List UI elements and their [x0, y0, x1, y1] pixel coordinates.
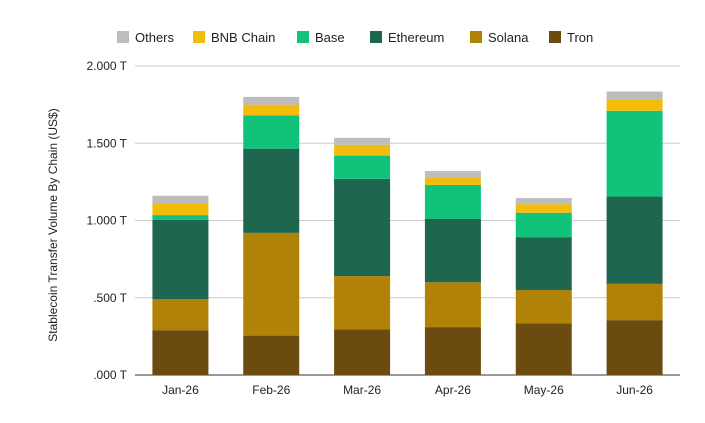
y-axis: .000 T .500 T 1.000 T 1.500 T 2.000 T [87, 59, 128, 382]
bar-segment-bnb-chain [424, 178, 481, 185]
x-tick-label: May-26 [524, 383, 564, 397]
bar-segment-solana [515, 290, 572, 324]
x-tick-label: Jun-26 [616, 383, 653, 397]
bar-segment-solana [243, 232, 300, 336]
bar-segment-base [424, 184, 481, 219]
legend-swatch [193, 31, 205, 43]
bars [152, 91, 663, 375]
bar-segment-solana [424, 282, 481, 328]
legend-label: Solana [488, 30, 529, 45]
x-axis: Jan-26 Feb-26 Mar-26 Apr-26 May-26 Jun-26 [162, 383, 653, 397]
bar-segment-others [334, 137, 391, 145]
bar-segment-others [243, 96, 300, 105]
bar-segment-ethereum [152, 219, 209, 300]
bar-segment-solana [152, 299, 209, 331]
legend-label: Ethereum [388, 30, 444, 45]
bar-segment-ethereum [606, 196, 663, 284]
x-tick-label: Apr-26 [435, 383, 471, 397]
bar-segment-tron [152, 330, 209, 375]
legend-swatch [470, 31, 482, 43]
bar-segment-tron [515, 323, 572, 375]
bar-segment-solana [334, 276, 391, 330]
bar-segment-bnb-chain [243, 104, 300, 116]
bar-segment-bnb-chain [606, 99, 663, 111]
legend-label: Base [315, 30, 345, 45]
bar-segment-others [152, 195, 209, 204]
gridlines [135, 65, 680, 376]
y-tick-label: 2.000 T [87, 59, 128, 73]
legend-swatch [297, 31, 309, 43]
bar-segment-tron [606, 320, 663, 375]
bar-segment-ethereum [515, 237, 572, 291]
bar-segment-tron [424, 327, 481, 375]
legend-label: Others [135, 30, 175, 45]
y-tick-label: .000 T [93, 368, 127, 382]
bar-segment-bnb-chain [152, 203, 209, 216]
y-axis-title: Stablecoin Transfer Volume By Chain (US$… [46, 108, 60, 341]
bar-segment-bnb-chain [334, 144, 391, 156]
bar-segment-base [243, 115, 300, 149]
bar-segment-tron [243, 335, 300, 375]
legend: Others BNB Chain Base Ethereum Solana Tron [117, 30, 593, 45]
bar-segment-ethereum [334, 178, 391, 277]
legend-swatch [117, 31, 129, 43]
bar-segment-base [606, 110, 663, 197]
bar-segment-base [334, 155, 391, 179]
bar-segment-ethereum [243, 148, 300, 233]
legend-swatch [549, 31, 561, 43]
y-tick-label: 1.000 T [87, 214, 128, 228]
legend-label: BNB Chain [211, 30, 275, 45]
x-tick-label: Feb-26 [252, 383, 290, 397]
x-tick-label: Mar-26 [343, 383, 381, 397]
bar-segment-others [424, 171, 481, 179]
bar-segment-solana [606, 283, 663, 321]
bar-segment-base [152, 215, 209, 220]
legend-label: Tron [567, 30, 593, 45]
y-tick-label: .500 T [93, 291, 127, 305]
x-tick-label: Jan-26 [162, 383, 199, 397]
legend-swatch [370, 31, 382, 43]
bar-segment-others [606, 91, 663, 100]
bar-segment-others [515, 198, 572, 205]
bar-segment-ethereum [424, 218, 481, 283]
y-tick-label: 1.500 T [87, 136, 128, 150]
bar-segment-bnb-chain [515, 204, 572, 213]
bar-segment-tron [334, 329, 391, 375]
bar-segment-base [515, 212, 572, 238]
